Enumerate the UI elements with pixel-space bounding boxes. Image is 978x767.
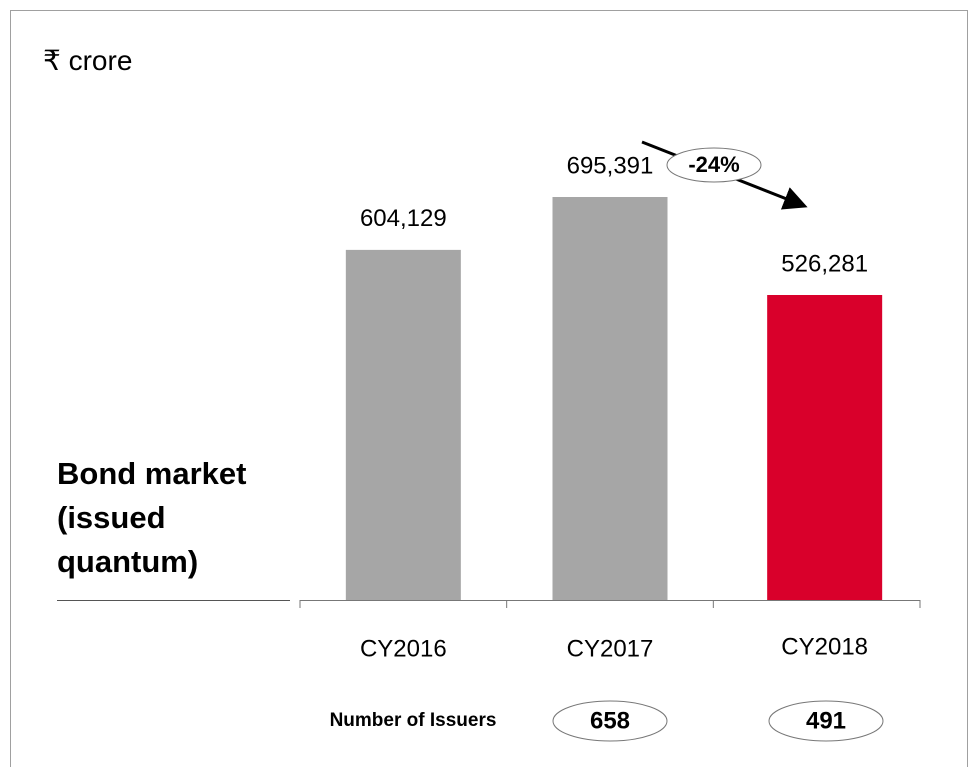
x-tick-label: CY2018: [781, 633, 868, 660]
x-tick-label: CY2016: [360, 635, 447, 662]
value-label: 604,129: [360, 205, 447, 232]
side-label: Bond market (issued quantum): [57, 456, 247, 579]
bar: [767, 295, 883, 600]
unit-label: ₹ crore: [43, 45, 133, 76]
change-bubble: [666, 147, 762, 183]
issuers-bubble: [768, 700, 884, 742]
issuers-value: 491: [806, 707, 846, 734]
x-tick-label: CY2017: [567, 635, 654, 662]
issuers-bubble: [552, 700, 668, 742]
frame: [10, 10, 968, 767]
value-label: 695,391: [567, 152, 654, 179]
issuers-label: Number of Issuers: [330, 710, 497, 731]
bar: [345, 249, 461, 600]
bar: [552, 197, 668, 600]
value-label: 526,281: [781, 250, 868, 277]
issuers-value: 658: [590, 707, 630, 734]
change-label: -24%: [688, 152, 739, 177]
